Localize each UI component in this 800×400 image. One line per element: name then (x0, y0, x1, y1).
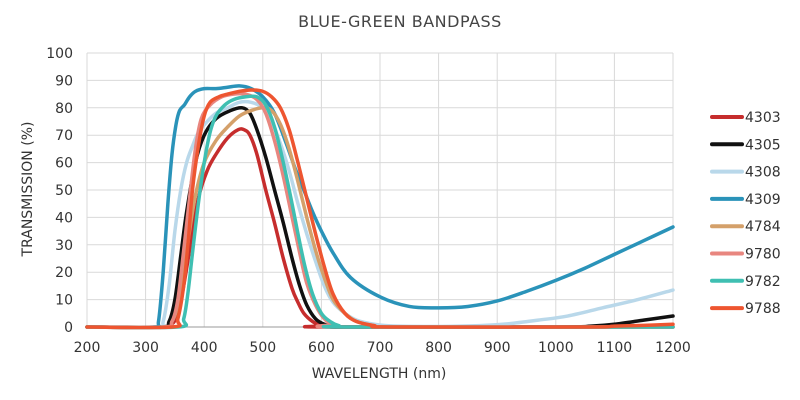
x-tick-label: 1000 (538, 340, 574, 356)
y-tick-label: 20 (55, 265, 73, 281)
series-group (85, 84, 675, 330)
x-axis-label: WAVELENGTH (nm) (312, 366, 447, 382)
y-axis-label: TRANSMISSION (%) (20, 122, 36, 258)
legend-label-4303: 4303 (745, 110, 781, 126)
x-tick-label: 800 (425, 340, 452, 356)
y-tick-label: 40 (55, 210, 73, 226)
x-tick-label: 300 (132, 340, 159, 356)
y-tick-label: 60 (55, 156, 73, 172)
legend-label-9780: 9780 (745, 247, 781, 263)
chart-title: BLUE-GREEN BANDPASS (298, 12, 502, 31)
y-tick-label: 0 (64, 320, 73, 336)
y-tick-label: 10 (55, 293, 73, 309)
legend-label-4305: 4305 (745, 137, 781, 153)
x-tick-label: 900 (484, 340, 511, 356)
legend-label-9788: 9788 (745, 301, 781, 317)
x-tick-label: 500 (249, 340, 276, 356)
y-tick-label: 70 (55, 128, 73, 144)
x-tick-label: 200 (74, 340, 101, 356)
x-tick-label: 1100 (597, 340, 633, 356)
x-tick-label: 700 (367, 340, 394, 356)
legend-label-4784: 4784 (745, 219, 781, 235)
x-tick-label: 1200 (655, 340, 691, 356)
grid (86, 52, 674, 328)
y-tick-label: 100 (46, 46, 73, 62)
legend-label-4308: 4308 (745, 165, 781, 181)
axes: 0 10 20 30 40 50 60 70 80 90 100 200 300 400 500 600 700… (46, 46, 691, 356)
series-line-4308 (85, 99, 675, 330)
series-line-9782 (85, 94, 675, 330)
x-tick-label: 600 (308, 340, 335, 356)
y-tick-label: 30 (55, 238, 73, 254)
legend: 4303 4305 4308 4309 4784 9780 9782 9788 (710, 110, 781, 317)
series-line-9788 (85, 88, 675, 330)
y-tick-label: 80 (55, 101, 73, 117)
legend-label-4309: 4309 (745, 192, 781, 208)
y-tick-label: 50 (55, 183, 73, 199)
x-tick-label: 400 (191, 340, 218, 356)
y-tick-label: 90 (55, 73, 73, 89)
legend-label-9782: 9782 (745, 274, 781, 290)
